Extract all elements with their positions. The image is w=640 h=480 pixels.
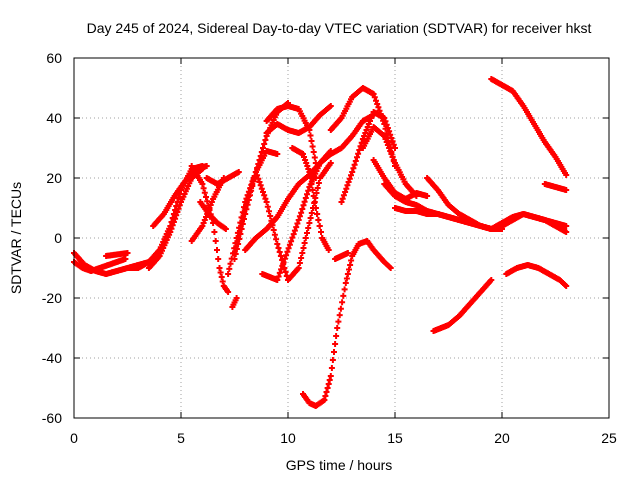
x-tick-label: 25 <box>601 430 617 446</box>
series-track-33 <box>488 76 570 178</box>
x-axis-label: GPS time / hours <box>286 457 393 473</box>
data-point-markers <box>263 103 334 136</box>
y-tick-label: -40 <box>42 350 62 366</box>
series-track-10 <box>197 199 229 232</box>
data-point-markers <box>430 277 495 334</box>
series-track-09 <box>203 169 242 187</box>
series-track-32 <box>430 277 495 334</box>
y-tick-label: 40 <box>46 110 62 126</box>
y-tick-label: -60 <box>42 410 62 426</box>
series-track-14 <box>229 295 240 310</box>
x-tick-label: 20 <box>494 430 510 446</box>
data-point-markers <box>229 295 240 310</box>
x-tick-label: 10 <box>280 430 296 446</box>
data-point-markers <box>359 124 420 199</box>
data-point-markers <box>332 250 351 262</box>
data-point-markers <box>306 112 377 178</box>
data-point-markers <box>503 262 570 289</box>
y-tick-label: 0 <box>54 230 62 246</box>
series-track-17 <box>263 103 319 166</box>
data-point-markers <box>312 205 332 253</box>
data-point-markers <box>541 181 570 193</box>
y-tick-label: -20 <box>42 290 62 306</box>
data-point-markers <box>197 199 229 232</box>
series-track-28 <box>300 238 394 409</box>
data-point-markers <box>252 160 334 283</box>
x-tick-label: 15 <box>387 430 403 446</box>
series-track-25 <box>338 109 398 205</box>
series-track-13 <box>231 148 281 256</box>
data-point-markers <box>203 169 242 187</box>
y-tick-label: 20 <box>46 170 62 186</box>
y-axis-label: SDTVAR / TECUs <box>8 182 24 294</box>
data-point-markers <box>103 250 131 259</box>
series-track-16 <box>252 160 334 283</box>
data-point-markers <box>300 238 394 409</box>
plot-area <box>71 76 570 409</box>
series-track-18 <box>263 103 334 136</box>
data-point-markers <box>424 175 570 235</box>
series-track-03 <box>103 250 131 259</box>
chart-title: Day 245 of 2024, Sidereal Day-to-day VTE… <box>87 20 592 36</box>
data-point-markers <box>338 109 398 205</box>
data-point-markers <box>263 103 319 166</box>
series-track-22 <box>312 205 332 253</box>
series-track-21 <box>306 112 377 178</box>
axis-ticks: 0 5 10 15 20 25 -60 -40 -20 0 20 40 60 <box>42 50 617 446</box>
data-point-markers <box>231 148 281 256</box>
series-track-34 <box>503 262 570 289</box>
x-tick-label: 0 <box>70 430 78 446</box>
series-track-26 <box>359 124 420 199</box>
series-track-31 <box>424 175 570 235</box>
y-tick-label: 60 <box>46 50 62 66</box>
x-tick-label: 5 <box>177 430 185 446</box>
series-track-23 <box>332 250 351 262</box>
series-track-35 <box>541 181 570 193</box>
data-point-markers <box>488 76 570 178</box>
grid-lines <box>74 58 609 418</box>
